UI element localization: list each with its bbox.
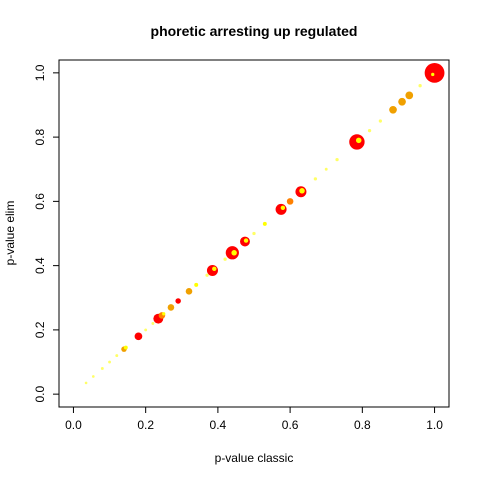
y-tick-label: 0.2	[33, 321, 47, 338]
data-point	[91, 375, 95, 378]
data-point	[299, 188, 305, 194]
y-tick-label: 0.4	[33, 257, 47, 274]
data-point	[84, 381, 88, 385]
data-point	[431, 72, 435, 77]
data-point	[405, 91, 414, 100]
data-point	[389, 105, 397, 114]
data-point	[324, 167, 328, 171]
data-point	[280, 205, 286, 210]
y-tick-label: 0.6	[33, 193, 47, 210]
data-point	[185, 288, 193, 295]
data-point	[100, 367, 104, 370]
y-tick-label: 0.0	[33, 385, 47, 402]
data-point	[243, 238, 249, 243]
data-point	[223, 257, 227, 261]
data-point	[206, 264, 218, 276]
data-point	[275, 203, 287, 215]
data-point	[418, 84, 422, 88]
x-tick-label: 0.2	[137, 418, 154, 432]
data-point	[286, 198, 294, 205]
data-point	[398, 97, 406, 106]
y-tick-label: 0.8	[33, 128, 47, 145]
data-point	[367, 129, 372, 133]
data-point	[313, 177, 318, 181]
y-axis-label: p-value elim	[3, 201, 17, 266]
data-point	[212, 266, 217, 272]
data-point	[162, 312, 166, 316]
data-point	[378, 119, 383, 123]
data-point	[355, 137, 362, 144]
data-point	[167, 304, 175, 311]
x-tick-label: 0.0	[65, 418, 82, 432]
data-point	[231, 250, 237, 256]
y-axis: 0.0 0.2 0.4 0.6 0.8 1.0	[33, 64, 59, 402]
y-tick-label: 1.0	[33, 64, 47, 81]
x-axis-label: p-value classic	[215, 451, 294, 465]
data-point	[115, 354, 119, 358]
data-point	[205, 273, 209, 277]
data-point	[175, 298, 181, 304]
plot-frame	[58, 59, 450, 408]
x-tick-label: 0.4	[210, 418, 227, 432]
data-point	[262, 221, 267, 226]
x-tick-label: 0.8	[354, 418, 371, 432]
data-point	[424, 62, 445, 83]
data-point	[144, 328, 148, 332]
data-point	[151, 322, 155, 325]
data-point	[123, 345, 128, 350]
chart-title: phoretic arresting up regulated	[151, 23, 358, 39]
x-tick-label: 0.6	[282, 418, 299, 432]
data-point	[335, 157, 339, 162]
data-point	[134, 332, 143, 341]
points-layer	[84, 62, 445, 385]
data-point	[108, 360, 111, 364]
x-tick-label: 1.0	[426, 418, 443, 432]
data-point	[194, 282, 199, 287]
x-axis: 0.0 0.2 0.4 0.6 0.8 1.0	[65, 407, 443, 432]
data-point	[252, 231, 256, 236]
